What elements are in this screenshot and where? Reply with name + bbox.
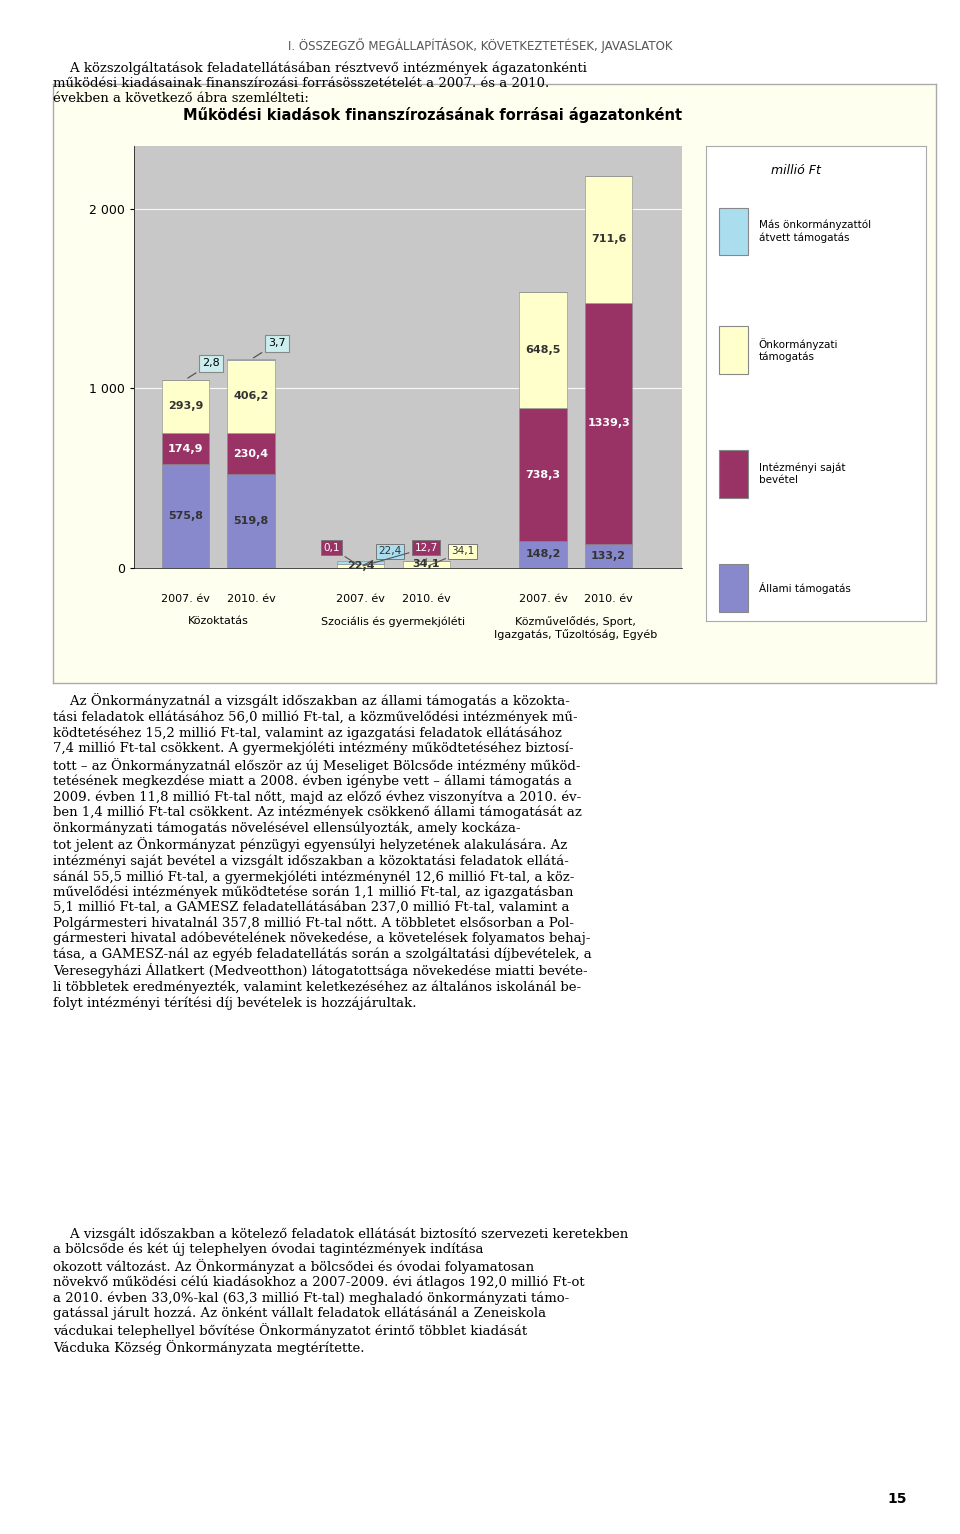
- Text: 22,4: 22,4: [363, 546, 401, 566]
- Text: Az Önkormányzatnál a vizsgált időszakban az állami támogatás a közokta-
tási fel: Az Önkormányzatnál a vizsgált időszakban…: [53, 693, 591, 1009]
- Text: I. ÖSSZEGZŐ MEGÁLLAPÍTÁSOK, KÖVETKEZTETÉSEK, JAVASLATOK: I. ÖSSZEGZŐ MEGÁLLAPÍTÁSOK, KÖVETKEZTETÉ…: [288, 38, 672, 54]
- Text: 34,1: 34,1: [413, 560, 440, 569]
- Text: 174,9: 174,9: [168, 443, 204, 454]
- Text: 0,1: 0,1: [324, 543, 358, 565]
- Text: 2007. év: 2007. év: [161, 594, 210, 603]
- Text: 575,8: 575,8: [168, 511, 203, 522]
- Text: 293,9: 293,9: [168, 402, 204, 411]
- Bar: [228, 360, 275, 433]
- Text: A vizsgált időszakban a kötelező feladatok ellátását biztosító szervezeti kerete: A vizsgált időszakban a kötelező feladat…: [53, 1227, 628, 1355]
- Text: 2,8: 2,8: [188, 359, 220, 377]
- Text: 2007. év: 2007. év: [336, 594, 385, 603]
- Bar: [228, 433, 275, 474]
- Text: 133,2: 133,2: [591, 551, 626, 560]
- Text: 406,2: 406,2: [233, 391, 269, 402]
- Text: 648,5: 648,5: [525, 345, 561, 356]
- Text: 2010. év: 2010. év: [227, 594, 276, 603]
- Text: Közművelődés, Sport,
Igazgatás, Tűzoltóság, Egyéb: Közművelődés, Sport, Igazgatás, Tűzoltós…: [494, 617, 658, 640]
- Text: Önkormányzati
támogatás: Önkormányzati támogatás: [758, 337, 838, 362]
- Text: 0,3: 0,3: [418, 543, 435, 565]
- Bar: [161, 380, 209, 433]
- FancyBboxPatch shape: [719, 207, 748, 255]
- Text: 2010. év: 2010. év: [402, 594, 450, 603]
- Text: 34,1: 34,1: [429, 546, 474, 566]
- FancyBboxPatch shape: [719, 565, 748, 612]
- Text: 1339,3: 1339,3: [588, 419, 630, 428]
- Bar: [161, 433, 209, 465]
- Text: Más önkormányzattól
átvett támogatás: Más önkormányzattól átvett támogatás: [758, 219, 871, 242]
- FancyBboxPatch shape: [719, 327, 748, 374]
- Text: millió Ft: millió Ft: [771, 164, 821, 176]
- Text: 738,3: 738,3: [525, 469, 561, 480]
- Bar: [519, 291, 566, 408]
- Text: 22,4: 22,4: [347, 560, 374, 571]
- Bar: [585, 543, 633, 568]
- Text: 711,6: 711,6: [591, 235, 626, 244]
- Text: Közoktatás: Közoktatás: [188, 617, 249, 626]
- Text: 3,7: 3,7: [253, 337, 285, 357]
- Bar: [585, 304, 633, 543]
- Bar: [519, 542, 566, 568]
- Text: Szociális és gyermekjóléti: Szociális és gyermekjóléti: [322, 617, 466, 626]
- Bar: [161, 465, 209, 568]
- Text: 230,4: 230,4: [233, 448, 269, 459]
- Text: Működési kiadások finanszírozásának forrásai ágazatonként: Működési kiadások finanszírozásának forr…: [183, 107, 683, 123]
- Text: A közszolgáltatások feladatellátásában résztvevő intézmények ágazatonkénti
működ: A közszolgáltatások feladatellátásában r…: [53, 61, 587, 104]
- Bar: [337, 561, 384, 563]
- Text: 148,2: 148,2: [525, 549, 561, 560]
- Text: 12,7: 12,7: [363, 543, 438, 566]
- Text: Intézményi saját
bevétel: Intézményi saját bevétel: [758, 463, 845, 485]
- Text: 15: 15: [888, 1493, 907, 1506]
- FancyBboxPatch shape: [719, 449, 748, 497]
- Bar: [519, 408, 566, 542]
- Bar: [337, 563, 384, 568]
- Text: 519,8: 519,8: [233, 515, 269, 526]
- Bar: [585, 175, 633, 304]
- Bar: [228, 474, 275, 568]
- Bar: [402, 561, 450, 568]
- Text: 2007. év: 2007. év: [518, 594, 567, 603]
- Text: 2010. év: 2010. év: [585, 594, 633, 603]
- Text: Állami támogatás: Állami támogatás: [758, 581, 851, 594]
